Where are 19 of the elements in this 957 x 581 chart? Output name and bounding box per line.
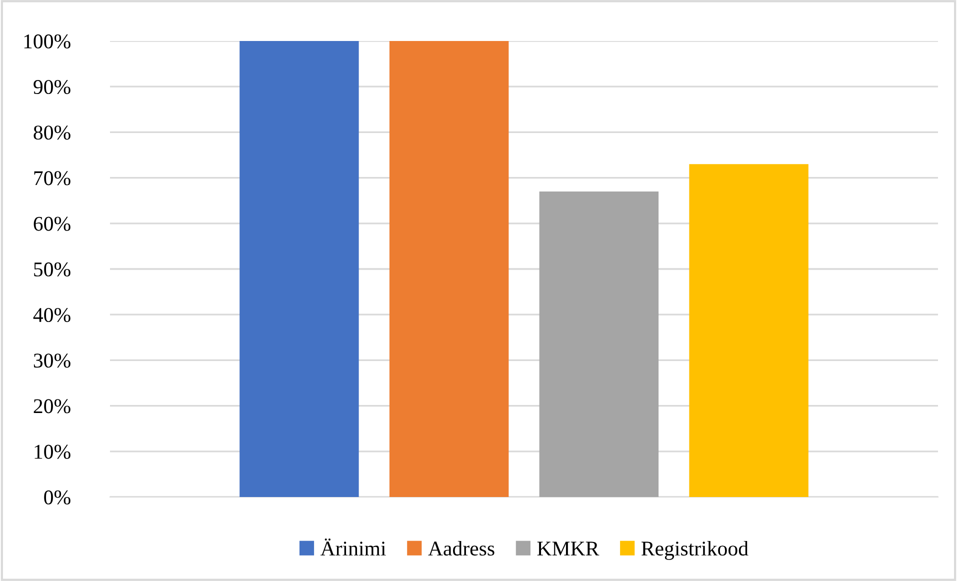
y-tick-label: 10% <box>34 444 70 459</box>
y-tick-label: 100% <box>24 34 70 48</box>
y-tick-label: 50% <box>34 262 70 276</box>
legend-label: Registrikood <box>641 540 748 560</box>
y-tick-label: 90% <box>34 80 70 94</box>
bar <box>689 164 808 497</box>
bar <box>539 191 659 497</box>
legend-label: Aadress <box>428 540 494 556</box>
y-tick-label: 30% <box>34 354 70 368</box>
legend-label: KMKR <box>537 542 600 556</box>
y-tick-label: 0% <box>44 490 70 504</box>
legend-label: Ärinimi <box>320 538 386 556</box>
y-tick-label: 60% <box>34 216 70 231</box>
y-tick-label: 40% <box>33 308 70 322</box>
y-tick-label: 70% <box>34 171 70 186</box>
bar <box>240 41 359 497</box>
bar <box>389 41 509 497</box>
y-tick-label: 20% <box>34 399 70 414</box>
y-tick-label: 80% <box>34 126 70 140</box>
